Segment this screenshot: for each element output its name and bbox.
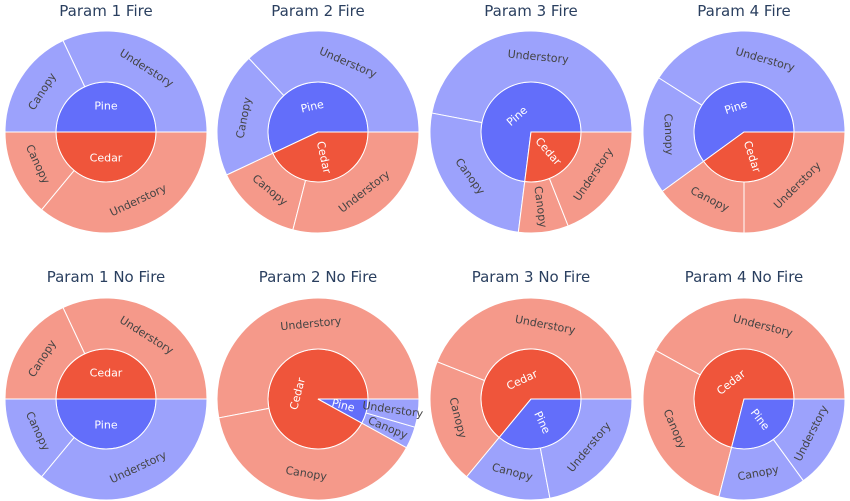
outer-slice-pine-canopy[interactable] <box>361 412 416 449</box>
outer-slice-pine-understory[interactable] <box>62 30 208 133</box>
outer-slice-cedar-canopy[interactable] <box>225 152 307 231</box>
panel-title: Param 3 No Fire <box>472 268 591 286</box>
panel-title: Param 4 Fire <box>697 2 790 20</box>
outer-slice-cedar-canopy[interactable] <box>218 407 408 501</box>
panel-param-3-fire: Param 3 Fire PineUnderstoryCanopyCedarCa… <box>429 2 633 234</box>
panel-title: Param 3 Fire <box>484 2 577 20</box>
outer-slice-cedar-understory[interactable] <box>548 131 633 227</box>
outer-slice-cedar-understory[interactable] <box>743 131 846 234</box>
sunburst-rings: PineUnderstoryCanopyCedarCanopyUnderstor… <box>4 30 208 234</box>
outer-slice-pine-canopy[interactable] <box>429 112 526 233</box>
outer-slice-cedar-understory[interactable] <box>40 131 208 234</box>
panel-title: Param 1 No Fire <box>47 268 166 286</box>
panel-param-4-fire: Param 4 Fire PineUnderstoryCanopyCedarCa… <box>642 2 846 234</box>
panel-title: Param 2 Fire <box>271 2 364 20</box>
inner-slice-label: Cedar <box>90 367 123 380</box>
outer-slice-label: Understory <box>280 314 343 333</box>
outer-slice-pine-understory[interactable] <box>431 30 633 133</box>
outer-slice-cedar-canopy[interactable] <box>4 131 75 211</box>
outer-slice-cedar-canopy[interactable] <box>661 160 745 234</box>
outer-slice-cedar-understory[interactable] <box>62 297 208 400</box>
inner-slice-label: Pine <box>330 396 356 414</box>
outer-slice-pine-understory[interactable] <box>772 398 846 482</box>
outer-slice-cedar-canopy[interactable] <box>429 361 500 478</box>
panel-title: Param 4 No Fire <box>685 268 804 286</box>
inner-slice-label: Pine <box>94 419 117 432</box>
outer-slice-cedar-understory[interactable] <box>216 297 420 419</box>
outer-slice-label: Understory <box>507 47 570 66</box>
panel-param-1-fire: Param 1 Fire PineUnderstoryCanopyCedarCa… <box>4 2 208 234</box>
outer-slice-pine-understory[interactable] <box>365 398 420 428</box>
outer-slice-label: Canopy <box>661 113 675 155</box>
inner-slice-label: Pine <box>300 98 326 116</box>
outer-slice-pine-understory[interactable] <box>658 30 846 133</box>
inner-slice-label: Pine <box>94 100 117 113</box>
outer-slice-pine-canopy[interactable] <box>718 438 805 501</box>
panel-title: Param 1 Fire <box>59 2 152 20</box>
outer-slice-pine-understory[interactable] <box>248 30 420 133</box>
outer-slice-cedar-canopy[interactable] <box>517 177 569 234</box>
outer-slice-pine-canopy[interactable] <box>216 57 285 176</box>
outer-slice-cedar-canopy[interactable] <box>642 349 733 498</box>
outer-slice-pine-canopy[interactable] <box>4 39 86 133</box>
outer-slice-cedar-understory[interactable] <box>436 297 633 400</box>
outer-slice-label: Canopy <box>285 464 329 483</box>
outer-slice-label: Canopy <box>531 185 549 228</box>
panel-param-2-no-fire: Param 2 No Fire CedarUnderstoryCanopyPin… <box>216 268 424 501</box>
outer-slice-pine-understory[interactable] <box>40 398 208 501</box>
outer-slice-pine-canopy[interactable] <box>642 77 705 193</box>
outer-slice-cedar-canopy[interactable] <box>4 306 86 400</box>
panel-param-1-no-fire: Param 1 No Fire CedarUnderstoryCanopyPin… <box>4 268 208 501</box>
outer-slice-cedar-understory[interactable] <box>292 131 420 234</box>
outer-slice-pine-canopy[interactable] <box>465 436 551 501</box>
sunburst-rings: CedarUnderstoryCanopyPineCanopyUnderstor… <box>4 297 208 501</box>
outer-slice-pine-canopy[interactable] <box>4 398 75 478</box>
sunburst-rings: CedarUnderstoryCanopyPineCanopyUnderstor… <box>216 297 424 501</box>
outer-slice-pine-understory[interactable] <box>539 398 633 499</box>
inner-slice-label: Cedar <box>90 152 123 165</box>
outer-slice-cedar-understory[interactable] <box>654 297 846 400</box>
sunburst-rings: PineUnderstoryCanopyCedarCanopyUnderstor… <box>429 30 633 234</box>
panel-param-2-fire: Param 2 Fire PineUnderstoryCanopyCedarCa… <box>216 2 420 234</box>
panel-title: Param 2 No Fire <box>259 268 378 286</box>
